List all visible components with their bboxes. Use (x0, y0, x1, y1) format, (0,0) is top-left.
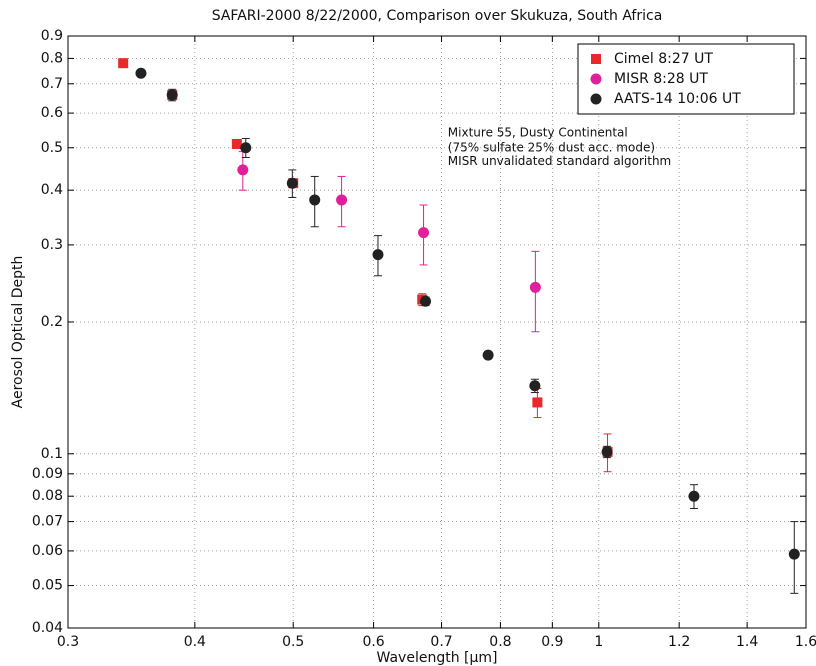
plot-frame (67, 35, 807, 629)
annotation: MISR unvalidated standard algorithm (448, 154, 671, 168)
marker (231, 138, 242, 149)
marker (372, 249, 384, 261)
marker (118, 58, 129, 69)
marker (237, 164, 249, 176)
marker (240, 142, 252, 154)
y-tick-label: 0.05 (32, 578, 63, 594)
x-tick-label: 1.4 (736, 634, 758, 650)
x-tick-label: 0.6 (362, 634, 384, 650)
y-tick-label: 0.6 (41, 105, 63, 121)
y-tick-label: 0.08 (32, 488, 63, 504)
x-tick-label: 1.2 (668, 634, 690, 650)
y-axis-label: Aerosol Optical Depth (10, 256, 26, 409)
x-axis-label: Wavelength [µm] (377, 650, 498, 666)
x-tick-label: 1 (594, 634, 603, 650)
x-tick-label: 0.5 (282, 634, 304, 650)
y-tick-label: 0.1 (41, 446, 63, 462)
marker (532, 397, 543, 408)
marker (135, 67, 147, 79)
marker (529, 281, 541, 293)
legend-label: AATS-14 10:06 UT (614, 91, 741, 107)
y-tick-label: 0.7 (41, 76, 63, 92)
y-tick-label: 0.2 (41, 314, 63, 330)
y-tick-label: 0.09 (32, 466, 63, 482)
y-tick-label: 0.06 (32, 543, 63, 559)
annotation: Mixture 55, Dusty Continental (448, 126, 628, 140)
x-tick-label: 0.7 (430, 634, 452, 650)
marker (482, 349, 494, 361)
annotation: (75% sulfate 25% dust acc. mode) (448, 140, 655, 154)
x-tick-label: 0.8 (489, 634, 511, 650)
y-tick-label: 0.3 (41, 237, 63, 253)
marker (418, 227, 430, 239)
x-tick-label: 0.9 (541, 634, 563, 650)
y-tick-label: 0.5 (41, 140, 63, 156)
x-tick-label: 0.3 (57, 634, 79, 650)
legend-box (577, 43, 795, 115)
y-tick-label: 0.8 (41, 50, 63, 66)
y-tick-label: 0.04 (32, 620, 63, 636)
marker (166, 89, 178, 101)
x-tick-label: 0.4 (184, 634, 206, 650)
y-tick-label: 0.9 (41, 28, 63, 44)
marker (309, 194, 321, 206)
legend-label: MISR 8:28 UT (614, 71, 708, 87)
marker (420, 295, 432, 307)
chart-title: SAFARI-2000 8/22/2000, Comparison over S… (212, 8, 663, 24)
legend-marker (590, 93, 602, 105)
marker (601, 446, 613, 458)
y-tick-label: 0.4 (41, 182, 63, 198)
legend-label: Cimel 8:27 UT (614, 51, 713, 67)
marker (286, 177, 298, 189)
marker (529, 380, 541, 392)
y-tick-label: 0.07 (32, 514, 63, 530)
marker (688, 490, 700, 502)
legend-marker (591, 54, 601, 64)
x-tick-label: 1.6 (795, 634, 816, 650)
marker (788, 548, 800, 560)
marker (336, 194, 348, 206)
legend-marker (590, 73, 602, 85)
